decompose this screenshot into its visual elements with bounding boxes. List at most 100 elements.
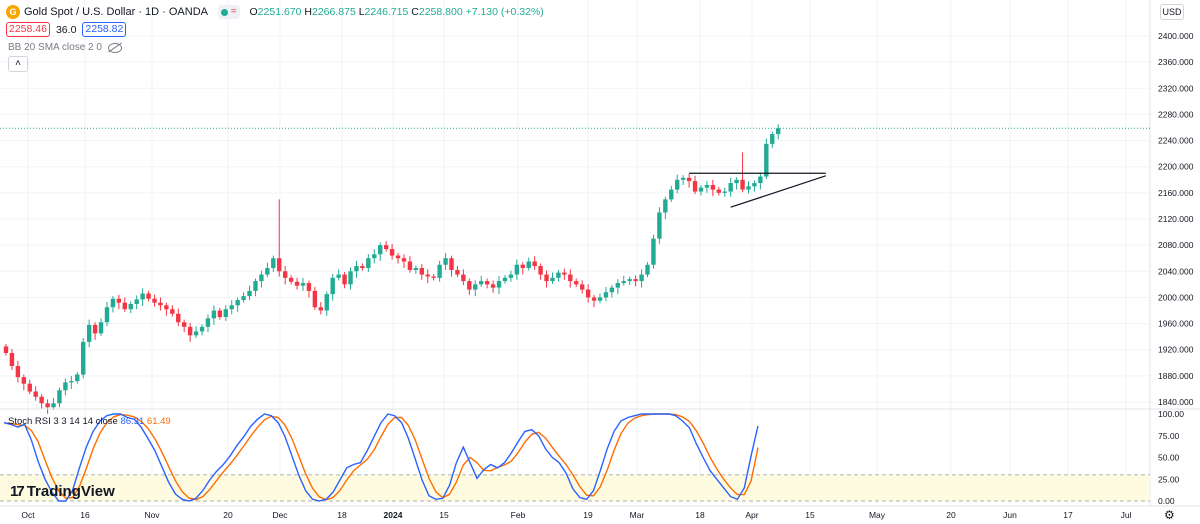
candle-body xyxy=(764,143,769,177)
candle-body xyxy=(199,326,205,332)
candle-body xyxy=(235,300,240,306)
indicator-legend: BB 20 SMA close 2 0 xyxy=(8,42,122,53)
candle-body xyxy=(490,284,496,288)
stoch-d-value: 61.49 xyxy=(146,416,171,427)
chevron-up-icon[interactable]: ˄ xyxy=(8,56,28,72)
candle-body xyxy=(449,258,454,270)
candle-body xyxy=(247,290,252,297)
candle-body xyxy=(336,274,341,278)
stoch-d-line xyxy=(3,413,759,501)
candle-body xyxy=(633,279,638,282)
stoch-tick-label: 50.00 xyxy=(1158,453,1180,463)
close-label: C xyxy=(411,6,419,18)
stoch-axis[interactable]: 100.00 75.00 50.00 25.00 0.00 xyxy=(1158,409,1184,506)
candle-body xyxy=(627,279,632,282)
candle-body xyxy=(597,297,603,301)
candle-body xyxy=(562,272,567,275)
candle-body xyxy=(431,276,436,278)
time-tick-label: 19 xyxy=(583,510,593,520)
candle-body xyxy=(413,268,419,270)
candle-body xyxy=(229,305,234,310)
candle-body xyxy=(39,396,44,404)
candle-body xyxy=(312,290,318,308)
candle-body xyxy=(51,403,56,408)
candle-body xyxy=(152,298,157,303)
price-tick-label: 2040.000 xyxy=(1158,266,1194,276)
candle-body xyxy=(158,302,163,306)
candle-body xyxy=(669,189,674,200)
low-label: L xyxy=(358,6,365,18)
candle-body xyxy=(116,298,122,303)
open-label: O xyxy=(249,6,258,18)
candle-body xyxy=(104,307,110,323)
candle-body xyxy=(383,245,389,250)
candle-body xyxy=(253,281,258,291)
price-tick-label: 2120.000 xyxy=(1158,214,1194,224)
indicator-label[interactable]: BB 20 SMA close 2 0 xyxy=(8,42,102,53)
candle-body xyxy=(360,266,365,269)
sell-price-button[interactable]: 2258.46 xyxy=(6,22,50,37)
price-tick-label: 2360.000 xyxy=(1158,57,1194,67)
candle-body xyxy=(574,281,579,285)
support-line xyxy=(730,175,826,208)
buy-price-button[interactable]: 2258.82 xyxy=(82,22,127,37)
time-tick-label: Mar xyxy=(630,510,645,520)
candle-body xyxy=(746,186,751,190)
hidden-eye-icon[interactable] xyxy=(107,42,122,53)
candle-body xyxy=(15,366,21,378)
candle-body xyxy=(419,268,424,275)
candle-body xyxy=(75,374,80,382)
candle-body xyxy=(496,281,502,288)
gear-icon[interactable]: ⚙ xyxy=(1164,508,1175,522)
candle-body xyxy=(389,249,395,256)
time-tick-label: May xyxy=(869,510,886,520)
time-axis[interactable]: Oct 16 Nov 20 Dec 18 2024 15 Feb 19 Mar 18 Apr 15 May 2… xyxy=(21,510,1131,520)
candle-body xyxy=(716,189,721,193)
price-tick-label: 1880.000 xyxy=(1158,371,1194,381)
market-open-dot-icon xyxy=(221,8,228,16)
currency-label[interactable]: USD xyxy=(1160,4,1184,20)
candle-body xyxy=(686,177,692,182)
candle-body xyxy=(591,297,597,301)
stoch-tick-label: 0.00 xyxy=(1158,496,1175,506)
stoch-rsi-label[interactable]: Stoch RSI 3 3 14 14 close xyxy=(8,416,118,427)
time-tick-label: Oct xyxy=(21,510,35,520)
candle-body xyxy=(538,266,543,275)
candle-body xyxy=(455,269,460,275)
candle-body xyxy=(164,305,169,310)
price-tick-label: 2000.000 xyxy=(1158,292,1194,302)
brand-name: TradingView xyxy=(26,483,115,500)
tradingview-mark: 17 xyxy=(10,483,25,500)
time-tick-label: Dec xyxy=(272,510,288,520)
candle-body xyxy=(645,264,650,275)
time-tick-label: Feb xyxy=(511,510,526,520)
candle-body xyxy=(306,283,312,291)
candle-body xyxy=(770,134,775,144)
symbol-title[interactable]: Gold Spot / U.S. Dollar · 1D · OANDA xyxy=(24,6,208,18)
candle-body xyxy=(425,274,430,277)
time-tick-label: 18 xyxy=(337,510,347,520)
candle-body xyxy=(33,391,38,397)
price-tick-label: 2160.000 xyxy=(1158,188,1194,198)
market-status-pill[interactable]: ≈ xyxy=(218,5,240,19)
price-tick-label: 1840.000 xyxy=(1158,397,1194,407)
candle-body xyxy=(57,390,62,404)
candle-body xyxy=(182,322,187,327)
candle-body xyxy=(728,183,733,192)
time-tick-label: 16 xyxy=(80,510,90,520)
price-tick-label: 2240.000 xyxy=(1158,136,1194,146)
close-value: 2258.800 xyxy=(418,6,463,18)
candle-body xyxy=(752,183,757,187)
time-tick-label: Nov xyxy=(144,510,160,520)
time-tick-label: Jun xyxy=(1003,510,1017,520)
candle-body xyxy=(271,258,276,269)
candle-body xyxy=(502,277,508,282)
candle-body xyxy=(443,258,448,265)
candle-body xyxy=(520,264,525,269)
gold-coin-icon: G xyxy=(6,5,20,19)
price-axis[interactable]: 2400.000 2360.000 2320.000 2280.000 2240.000… xyxy=(1158,31,1194,407)
candle-body xyxy=(300,283,306,286)
candle-body xyxy=(663,199,668,213)
candle-body xyxy=(437,264,442,278)
